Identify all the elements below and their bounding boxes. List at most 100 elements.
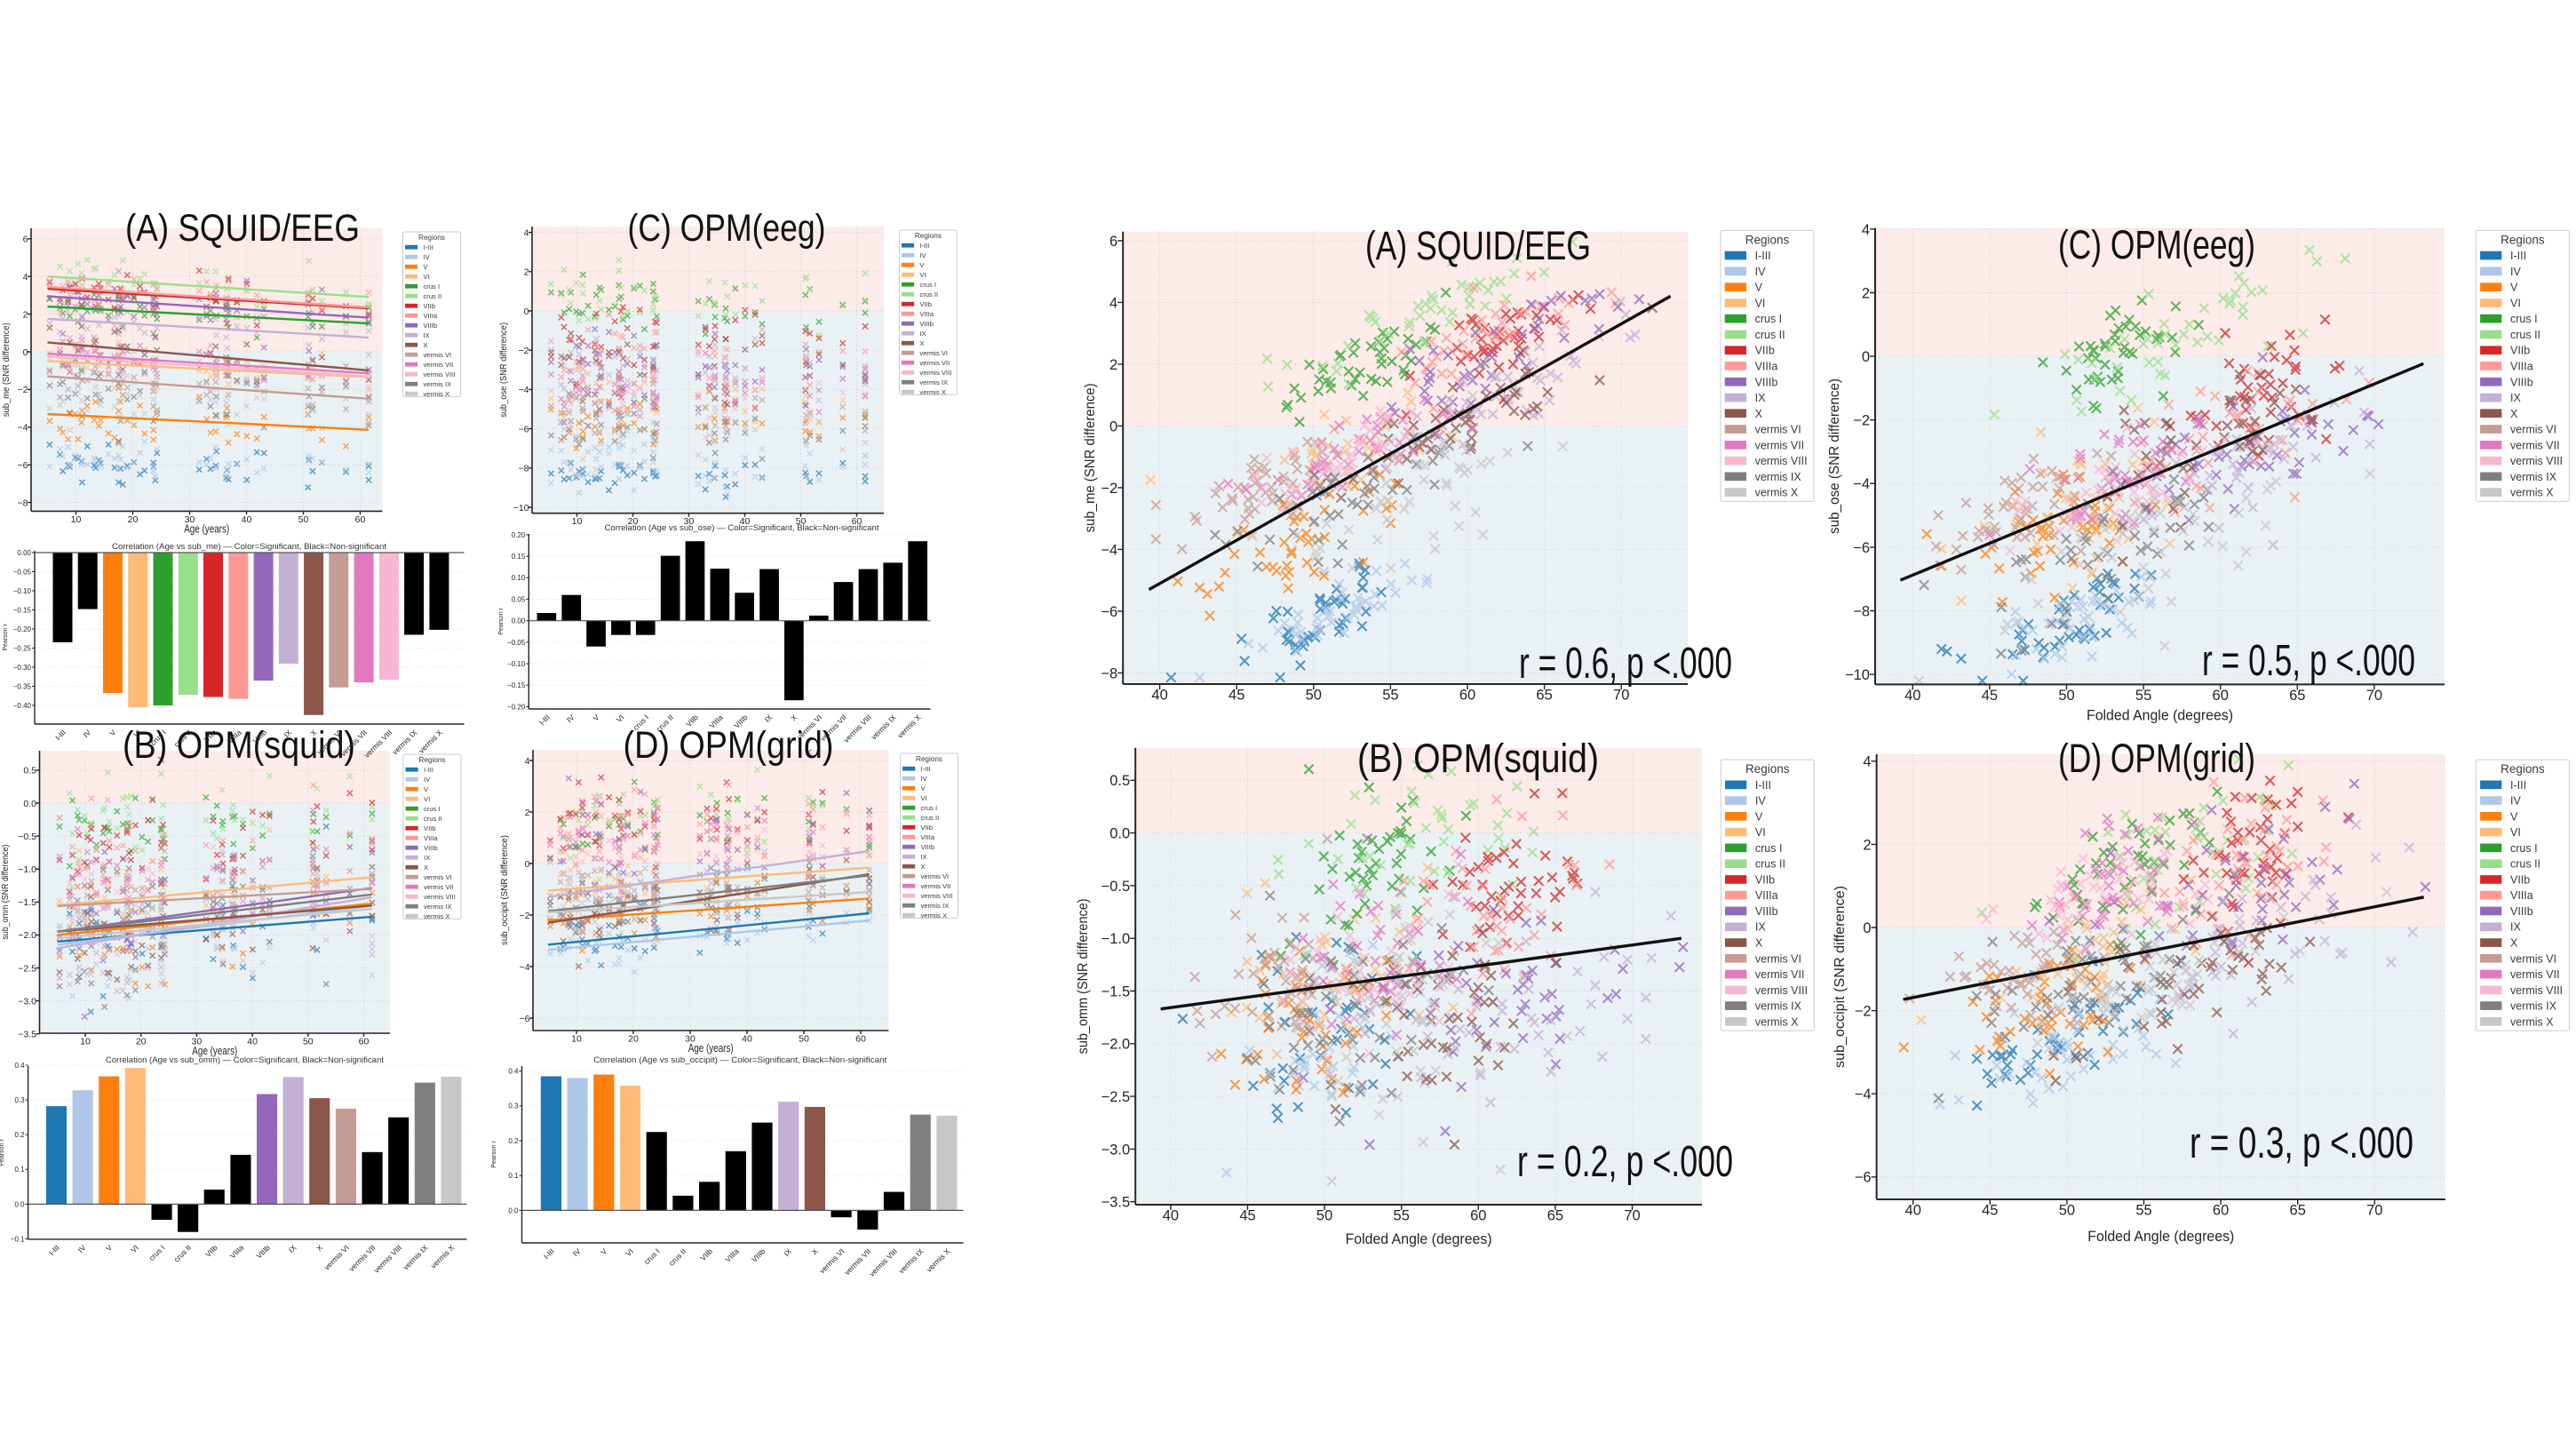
svg-text:crus I: crus I [424,283,441,291]
svg-text:0: 0 [525,859,530,870]
svg-text:−6: −6 [18,460,28,471]
svg-text:VI: VI [424,273,430,281]
svg-text:V: V [591,713,600,722]
svg-text:−8: −8 [519,464,529,474]
svg-text:crus II: crus II [424,815,442,823]
svg-text:Regions: Regions [2500,234,2545,247]
svg-text:0: 0 [1862,349,1870,365]
svg-text:40: 40 [742,1034,752,1045]
svg-text:VIIIb: VIIIb [919,320,934,328]
svg-text:0: 0 [1863,920,1871,936]
svg-text:2: 2 [1109,357,1117,373]
svg-text:VIIIb: VIIIb [2510,905,2533,918]
svg-text:r = 0.2, p <.000: r = 0.2, p <.000 [1517,1138,1733,1186]
svg-text:70: 70 [2366,688,2382,704]
svg-text:sub_occipit (SNR difference): sub_occipit (SNR difference) [499,835,510,945]
svg-text:r = 0.3, p <.000: r = 0.3, p <.000 [2190,1119,2413,1167]
svg-text:60: 60 [355,514,366,525]
svg-text:(B) OPM(squid): (B) OPM(squid) [1357,736,1599,781]
svg-text:(D) OPM(grid): (D) OPM(grid) [624,724,834,767]
svg-text:crus II: crus II [2510,329,2540,341]
svg-text:crus II: crus II [424,292,442,300]
svg-text:X: X [314,1243,324,1253]
svg-text:vermis X: vermis X [2510,487,2554,499]
svg-text:VI: VI [424,795,430,803]
svg-text:vermis X: vermis X [424,912,450,920]
svg-text:−3.5: −3.5 [1101,1195,1131,1211]
svg-text:Correlation (Age vs sub_occipi: Correlation (Age vs sub_occipit) — Color… [593,1055,886,1065]
svg-text:55: 55 [1382,688,1398,704]
svg-text:65: 65 [1536,688,1552,704]
svg-text:X: X [1755,937,1763,950]
svg-text:0.5: 0.5 [23,766,36,776]
svg-text:20: 20 [628,516,639,527]
svg-text:60: 60 [1459,688,1475,704]
svg-text:0.0: 0.0 [14,1200,25,1208]
svg-text:vermis VI: vermis VI [424,351,452,359]
svg-text:Regions: Regions [916,755,942,763]
svg-text:45: 45 [1982,1203,1998,1219]
svg-text:0.3: 0.3 [14,1096,25,1104]
svg-text:X: X [424,341,428,349]
svg-text:X: X [789,713,799,722]
svg-text:40: 40 [247,1037,258,1047]
svg-text:IV: IV [919,251,926,259]
svg-text:VI: VI [921,794,927,802]
svg-text:I-III: I-III [2510,250,2526,262]
svg-text:crus II: crus II [1755,858,1785,871]
svg-text:−4: −4 [1855,1087,1872,1103]
svg-text:VIIIb: VIIIb [424,322,438,330]
svg-text:0.00: 0.00 [512,617,526,625]
svg-text:V: V [2510,810,2518,823]
svg-text:VI: VI [2510,297,2521,309]
svg-text:I-III: I-III [921,765,931,773]
svg-text:crus II: crus II [921,814,940,822]
svg-text:vermis X: vermis X [424,390,450,398]
svg-text:45: 45 [1239,1208,1255,1224]
svg-text:−0.5: −0.5 [1101,879,1131,895]
svg-text:crus I: crus I [2510,842,2538,855]
svg-text:−4: −4 [520,962,530,973]
svg-text:−6: −6 [1853,540,1870,556]
svg-text:Regions: Regions [418,756,445,764]
svg-text:VI: VI [2510,826,2521,839]
svg-text:sub_me (SNR difference): sub_me (SNR difference) [1083,383,1098,532]
svg-text:−0.40: −0.40 [13,702,32,710]
svg-text:VIIIb: VIIIb [2510,376,2533,388]
svg-text:vermis VI: vermis VI [2510,424,2556,436]
svg-text:VIIb: VIIb [2510,873,2530,886]
svg-text:−8: −8 [18,498,28,508]
svg-text:vermis IX: vermis IX [919,378,948,386]
svg-text:vermis X: vermis X [1755,1015,1799,1028]
svg-text:Regions: Regions [1745,762,1790,776]
svg-text:−3.0: −3.0 [1101,1142,1131,1158]
svg-text:X: X [1755,408,1763,420]
svg-text:(A) SQUID/EEG: (A) SQUID/EEG [1365,223,1591,268]
svg-text:V: V [1755,810,1763,823]
svg-text:4: 4 [23,272,28,283]
svg-text:crus II: crus II [1755,329,1785,341]
svg-text:X: X [810,1246,820,1256]
svg-text:sub_ose (SNR difference): sub_ose (SNR difference) [498,322,509,418]
svg-text:vermis VIII: vermis VIII [921,892,953,900]
svg-text:X: X [2510,937,2518,950]
svg-text:VIIIa: VIIIa [921,833,935,841]
svg-text:70: 70 [2366,1203,2382,1219]
svg-text:55: 55 [1394,1208,1410,1224]
svg-text:I-III: I-III [424,243,433,251]
svg-text:crus II: crus II [2510,858,2540,871]
svg-text:50: 50 [2058,688,2074,704]
svg-text:crus I: crus I [921,804,938,812]
svg-text:4: 4 [1862,222,1870,238]
svg-text:−10: −10 [513,503,529,514]
svg-text:60: 60 [2213,688,2229,704]
svg-text:60: 60 [852,516,863,527]
svg-text:crus II: crus II [919,291,938,299]
svg-text:I-III: I-III [1755,779,1771,792]
svg-text:40: 40 [1151,688,1167,704]
svg-text:vermis VIII: vermis VIII [2510,455,2563,467]
svg-text:50: 50 [2059,1203,2075,1219]
svg-text:(C) OPM(eeg): (C) OPM(eeg) [2058,222,2255,267]
svg-text:vermis IX: vermis IX [2510,471,2557,483]
svg-text:−0.35: −0.35 [13,682,32,690]
